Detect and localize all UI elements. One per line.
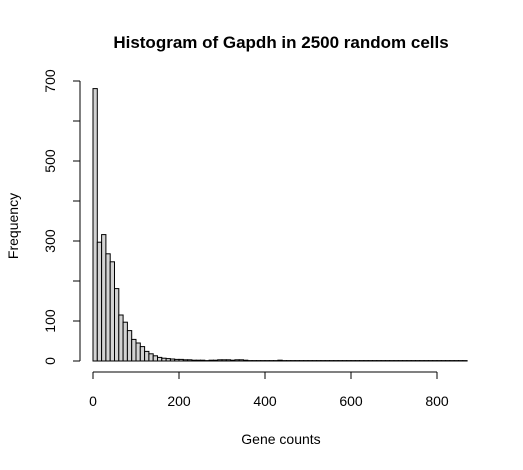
x-tick-label: 200	[167, 393, 191, 409]
histogram-bar	[187, 359, 193, 362]
histogram-bar	[208, 359, 214, 362]
y-tick-label: 500	[42, 149, 58, 173]
histogram-bar	[277, 359, 283, 362]
histogram-bar	[96, 241, 103, 362]
x-tick-label: 600	[339, 393, 363, 409]
histogram-bar	[122, 321, 128, 362]
histogram-bar	[131, 338, 137, 362]
x-tick-label: 0	[89, 393, 97, 409]
histogram-bar	[135, 342, 141, 362]
x-tick-label: 800	[425, 393, 449, 409]
chart-title: Histogram of Gapdh in 2500 random cells	[113, 33, 448, 52]
histogram-bar	[92, 88, 98, 362]
histogram-bar	[178, 358, 184, 362]
histogram-bar	[169, 358, 176, 362]
histogram-bar	[225, 359, 232, 362]
histogram-bar	[234, 359, 240, 362]
histogram-bar	[174, 358, 180, 362]
histogram-bar	[126, 330, 133, 362]
histogram-bar	[191, 359, 197, 362]
histogram-bar	[165, 358, 171, 362]
histogram-bar	[101, 234, 107, 362]
bars-group	[92, 88, 468, 362]
histogram-bar	[195, 359, 201, 362]
x-axis-label: Gene counts	[241, 431, 320, 447]
y-axis-label: Frequency	[5, 193, 21, 259]
histogram-bar	[243, 359, 249, 362]
histogram-bar	[182, 359, 189, 362]
histogram-bar	[148, 353, 154, 362]
histogram-bar	[139, 346, 146, 362]
histogram-bar	[118, 314, 124, 362]
x-tick-label: 400	[253, 393, 277, 409]
y-tick-label: 100	[42, 309, 58, 333]
histogram-bar	[221, 359, 227, 362]
y-axis: 0 100 300 500 700	[42, 69, 81, 365]
histogram-bar	[109, 261, 115, 362]
histogram-bar	[200, 359, 206, 362]
y-tick-label: 300	[42, 229, 58, 253]
histogram-bar	[161, 357, 167, 362]
y-tick-label: 700	[42, 69, 58, 93]
histogram-bar	[157, 356, 163, 362]
x-axis: 0 200 400 600 800	[89, 371, 449, 409]
histogram-bar	[230, 359, 236, 362]
histogram-bar	[217, 359, 223, 362]
histogram-bar	[144, 350, 150, 362]
histogram-bar	[105, 253, 111, 362]
histogram-bar	[238, 359, 244, 362]
y-tick-label: 0	[42, 357, 58, 365]
histogram-bar	[212, 359, 219, 362]
histogram-bar	[152, 355, 158, 362]
histogram-bar	[114, 288, 120, 362]
